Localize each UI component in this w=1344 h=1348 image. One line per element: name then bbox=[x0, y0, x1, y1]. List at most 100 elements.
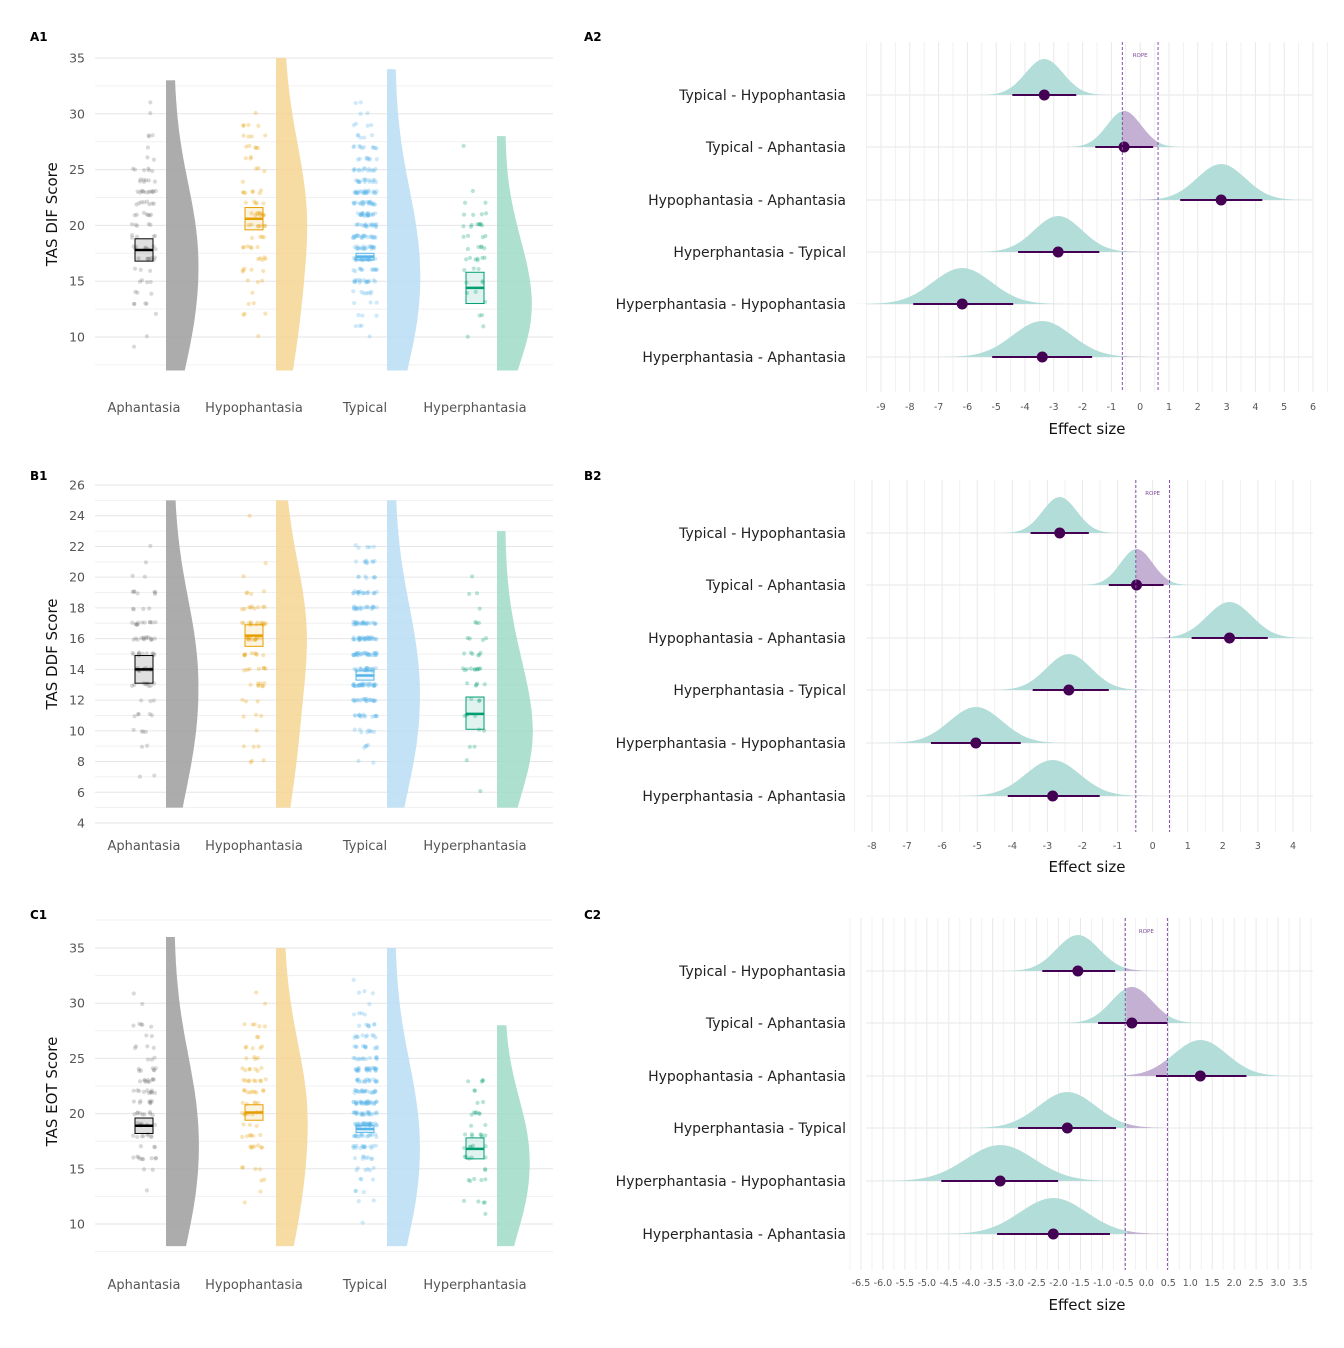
data-point bbox=[366, 1110, 370, 1114]
data-point bbox=[370, 133, 374, 137]
y-tick-label: 14 bbox=[69, 662, 85, 677]
data-point bbox=[130, 574, 134, 578]
data-point bbox=[371, 991, 375, 995]
data-point bbox=[263, 1002, 267, 1006]
data-point bbox=[256, 1143, 260, 1147]
comparison-row: Hyperphantasia - Typical bbox=[673, 654, 1148, 699]
panel-label: B1 bbox=[30, 469, 48, 483]
data-point bbox=[353, 280, 357, 284]
x-tick-label: -0.5 bbox=[1115, 1278, 1134, 1289]
data-point bbox=[484, 211, 488, 215]
comparison-label: Hyperphantasia - Aphantasia bbox=[642, 789, 846, 805]
data-point bbox=[259, 1079, 263, 1083]
comparison-label: Hyperphantasia - Typical bbox=[673, 1121, 846, 1137]
data-point bbox=[354, 559, 358, 563]
data-point bbox=[371, 145, 375, 149]
data-point bbox=[144, 730, 148, 734]
point-estimate bbox=[1224, 633, 1235, 644]
data-point bbox=[133, 267, 137, 271]
data-point bbox=[261, 269, 265, 273]
comparison-row: Hyperphantasia - Aphantasia bbox=[642, 760, 1149, 805]
data-point bbox=[248, 1123, 252, 1127]
data-point bbox=[461, 144, 465, 148]
data-point bbox=[263, 224, 267, 228]
data-point bbox=[359, 268, 363, 272]
data-point bbox=[140, 729, 144, 733]
data-point bbox=[144, 190, 148, 194]
data-point bbox=[243, 1200, 247, 1204]
data-point bbox=[252, 1078, 256, 1082]
data-point bbox=[132, 345, 136, 349]
comparison-row: Hyperphantasia - Typical bbox=[673, 1092, 1170, 1137]
data-point bbox=[146, 1057, 150, 1061]
data-point bbox=[351, 168, 355, 172]
data-point bbox=[150, 1156, 154, 1160]
data-point bbox=[352, 978, 356, 982]
data-point bbox=[264, 1077, 268, 1081]
data-point bbox=[256, 124, 260, 128]
data-point bbox=[482, 1200, 486, 1204]
data-point bbox=[260, 235, 264, 239]
data-point bbox=[367, 605, 371, 609]
data-point bbox=[365, 545, 369, 549]
data-point bbox=[254, 111, 258, 115]
data-point bbox=[148, 223, 152, 227]
data-point bbox=[137, 650, 141, 654]
comparison-label: Hyperphantasia - Hypophantasia bbox=[616, 736, 846, 752]
data-point bbox=[131, 1155, 135, 1159]
data-point bbox=[352, 682, 356, 686]
data-point bbox=[461, 224, 465, 228]
data-point bbox=[243, 607, 247, 611]
data-point bbox=[132, 991, 136, 995]
data-point bbox=[133, 290, 137, 294]
data-point bbox=[146, 1078, 150, 1082]
panel-label: C2 bbox=[584, 908, 601, 922]
x-tick-label: -6 bbox=[937, 841, 946, 852]
data-point bbox=[135, 213, 139, 217]
data-point bbox=[375, 300, 379, 304]
comparison-row: Hypophantasia - Aphantasia bbox=[648, 1040, 1295, 1085]
data-point bbox=[150, 190, 154, 194]
comparison-label: Typical - Aphantasia bbox=[705, 1016, 846, 1032]
x-tick-label: 3.0 bbox=[1270, 1278, 1285, 1289]
data-point bbox=[462, 212, 466, 216]
data-point bbox=[261, 201, 265, 205]
data-point bbox=[246, 123, 250, 127]
data-point bbox=[262, 589, 266, 593]
data-point bbox=[463, 1132, 467, 1136]
data-point bbox=[351, 145, 355, 149]
data-point bbox=[254, 201, 258, 205]
x-tick-label: -3.5 bbox=[983, 1278, 1002, 1289]
data-point bbox=[367, 167, 371, 171]
data-point bbox=[254, 990, 258, 994]
data-point bbox=[353, 713, 357, 717]
data-point bbox=[145, 334, 149, 338]
x-category-label: Hypophantasia bbox=[205, 839, 303, 854]
data-point bbox=[372, 235, 376, 239]
data-point bbox=[142, 1167, 146, 1171]
y-tick-label: 22 bbox=[69, 539, 85, 554]
data-point bbox=[358, 112, 362, 116]
data-point bbox=[362, 606, 366, 610]
x-tick-label: -9 bbox=[876, 402, 885, 413]
comparison-label: Typical - Aphantasia bbox=[705, 578, 846, 594]
rope-label: ROPE bbox=[1133, 53, 1148, 59]
x-axis-title: Effect size bbox=[1048, 420, 1125, 438]
x-category-label: Typical bbox=[342, 401, 387, 416]
data-point bbox=[153, 620, 157, 624]
data-point bbox=[140, 745, 144, 749]
point-estimate bbox=[1047, 791, 1058, 802]
data-point bbox=[351, 1056, 355, 1060]
x-tick-label: 0 bbox=[1150, 841, 1156, 852]
comparison-row: Hypophantasia - Aphantasia bbox=[648, 602, 1309, 647]
x-tick-label: -6.5 bbox=[852, 1278, 871, 1289]
x-tick-label: -2.0 bbox=[1049, 1278, 1068, 1289]
data-point bbox=[354, 1102, 358, 1106]
data-point bbox=[362, 989, 366, 993]
data-point bbox=[353, 728, 357, 732]
x-tick-label: 1.5 bbox=[1205, 1278, 1220, 1289]
data-point bbox=[355, 247, 359, 251]
data-point bbox=[153, 1145, 157, 1149]
data-point bbox=[261, 1089, 265, 1093]
